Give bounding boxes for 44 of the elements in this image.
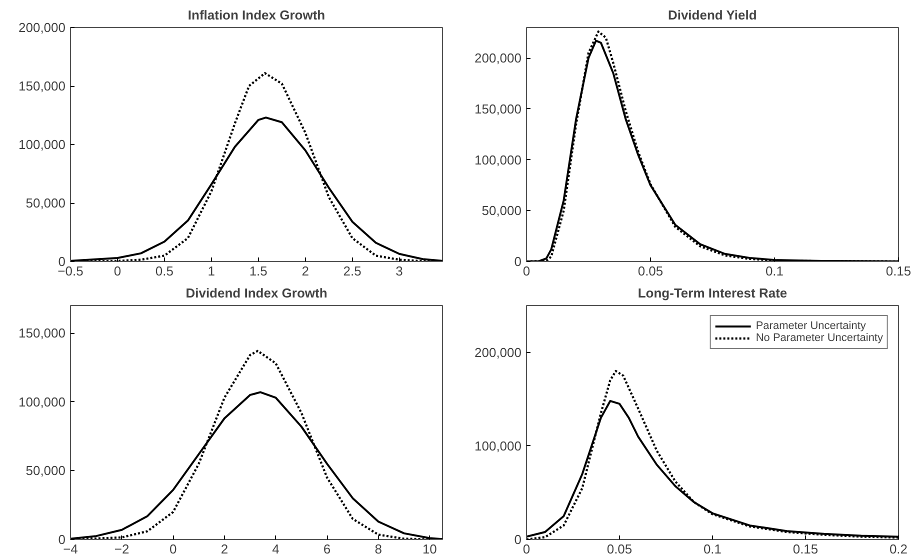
y-tick-label: 150,000: [18, 78, 66, 94]
y-tick-label: 50,000: [26, 196, 66, 210]
x-tick-label: 1: [208, 264, 216, 278]
x-tick-label: 0.1: [765, 264, 784, 278]
x-tick-label: 0.5: [155, 264, 174, 278]
x-tick-label: 1.5: [249, 264, 268, 278]
y-tick-label: 150,000: [18, 326, 66, 341]
x-tick-label: 0: [170, 542, 177, 556]
chart-title: Inflation Index Growth: [188, 8, 326, 22]
chart-title: Dividend Index Growth: [186, 286, 328, 300]
x-tick-label: 0.05: [606, 542, 632, 556]
x-tick-label: −2: [114, 542, 130, 556]
legend-label: Parameter Uncertainty: [756, 320, 866, 332]
x-tick-label: 0.1: [703, 542, 722, 556]
y-tick-label: 100,000: [18, 394, 66, 410]
x-tick-label: 0.2: [889, 542, 908, 556]
y-tick-label: 50,000: [26, 463, 66, 478]
x-tick-label: 10: [422, 542, 437, 556]
legend-label: No Parameter Uncertainty: [756, 332, 883, 344]
x-tick-label: 2: [220, 542, 228, 556]
y-tick-label: 200,000: [18, 20, 66, 35]
x-tick-label: 0: [114, 264, 122, 278]
chart-title: Long-Term Interest Rate: [638, 286, 788, 300]
y-tick-label: 150,000: [474, 101, 522, 116]
y-tick-label: 0: [514, 254, 522, 269]
chart-title: Dividend Yield: [668, 8, 757, 22]
y-tick-label: 50,000: [482, 203, 522, 218]
x-tick-label: 0.15: [886, 264, 912, 278]
x-tick-label: 0.15: [792, 542, 818, 556]
x-tick-label: 0.05: [638, 264, 664, 278]
x-tick-label: 4: [272, 542, 280, 556]
x-tick-label: 8: [374, 542, 382, 556]
y-tick-label: 100,000: [474, 438, 522, 454]
x-tick-label: 3: [396, 264, 403, 278]
y-tick-label: 0: [514, 532, 522, 547]
y-tick-label: 100,000: [18, 137, 66, 152]
y-tick-label: 200,000: [474, 344, 522, 360]
y-tick-label: 0: [58, 254, 66, 269]
x-tick-label: 2: [302, 264, 309, 278]
y-tick-label: 100,000: [474, 152, 522, 168]
x-tick-label: 6: [323, 542, 331, 556]
y-tick-label: 0: [58, 532, 66, 547]
y-tick-label: 200,000: [474, 50, 522, 66]
x-tick-label: 2.5: [343, 264, 362, 278]
